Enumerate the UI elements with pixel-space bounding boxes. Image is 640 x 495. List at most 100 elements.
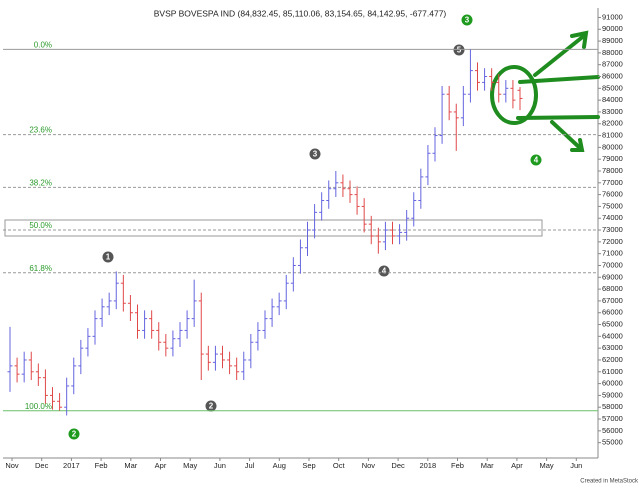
ohlc-bar	[496, 74, 502, 103]
ohlc-bar	[106, 292, 112, 316]
y-tick-label: 72000	[602, 237, 623, 246]
y-tick-label: 84000	[602, 95, 623, 104]
ohlc-bar	[50, 387, 55, 410]
badge-label: 4	[534, 156, 539, 165]
ohlc-bar	[135, 304, 140, 339]
badge: 5	[453, 44, 465, 56]
y-tick-label: 82000	[602, 119, 623, 128]
fib-label: 0.0%	[34, 40, 52, 49]
y-tick-label: 74000	[602, 213, 623, 222]
x-tick-label: Aug	[273, 461, 286, 470]
x-tick-label: Jun	[214, 461, 226, 470]
y-tick-label: 69000	[602, 272, 623, 281]
x-tick-label: Feb	[451, 461, 464, 470]
badge: 2	[68, 428, 80, 440]
ohlc-bar	[425, 145, 431, 186]
ohlc-bar	[7, 326, 13, 392]
ohlc-bar	[439, 85, 445, 144]
ohlc-bar	[99, 298, 105, 327]
y-tick-label: 76000	[602, 190, 623, 199]
ohlc-bar	[269, 298, 275, 327]
ohlc-bar	[21, 351, 27, 383]
ohlc-bar	[262, 310, 268, 339]
y-tick-label: 91000	[602, 12, 623, 21]
ohlc-bar	[42, 369, 48, 404]
y-tick-label: 83000	[602, 107, 623, 116]
x-tick-label: Mar	[124, 461, 137, 470]
ohlc-bar	[382, 221, 388, 251]
y-tick-label: 78000	[602, 166, 623, 175]
y-tick-label: 81000	[602, 131, 623, 140]
badge-label: 3	[313, 150, 318, 159]
ohlc-bar	[227, 351, 233, 375]
x-tick-label: Apr	[155, 461, 167, 470]
ohlc-bar	[184, 310, 190, 339]
y-tick-label: 56000	[602, 426, 623, 435]
ohlc-bar	[361, 198, 367, 233]
y-tick-label: 58000	[602, 402, 623, 411]
ohlc-bar	[177, 322, 183, 347]
ohlc-bar	[205, 345, 211, 371]
badge: 1	[102, 251, 114, 263]
x-tick-label: Nov	[362, 461, 376, 470]
y-tick-label: 61000	[602, 367, 623, 376]
ohlc-bar	[35, 363, 41, 386]
ohlc-bar	[489, 68, 495, 91]
badge: 4	[530, 154, 542, 166]
ohlc-bar	[113, 271, 119, 310]
ohlc-bar	[482, 68, 488, 91]
ohlc-bar	[503, 80, 509, 103]
y-tick-label: 66000	[602, 308, 623, 317]
ohlc-bar	[64, 377, 70, 416]
x-tick-label: Apr	[511, 461, 523, 470]
ohlc-bar	[142, 310, 148, 339]
badge: 4	[378, 265, 390, 277]
ohlc-bar	[170, 330, 176, 357]
arrow-head	[570, 30, 589, 49]
ohlc-bar	[333, 170, 339, 197]
ohlc-bar	[510, 80, 516, 109]
badge: 3	[461, 14, 473, 26]
ohlc-bar	[149, 310, 155, 339]
stroke	[516, 115, 600, 120]
y-tick-label: 71000	[602, 249, 623, 258]
ohlc-bar	[85, 328, 91, 357]
ohlc-bar	[127, 295, 133, 321]
ohlc-bar	[411, 192, 417, 227]
y-tick-label: 77000	[602, 178, 623, 187]
ohlc-bar	[120, 274, 126, 312]
ohlc-bar	[198, 292, 204, 381]
badge: 3	[309, 148, 321, 160]
arrow-head	[570, 138, 585, 152]
y-tick-label: 87000	[602, 60, 623, 69]
y-tick-label: 62000	[602, 355, 623, 364]
fib-label: 61.8%	[29, 264, 52, 273]
y-tick-label: 88000	[602, 48, 623, 57]
ohlc-bar	[397, 224, 403, 245]
ohlc-bar	[255, 322, 261, 351]
y-tick-label: 70000	[602, 260, 623, 269]
x-tick-label: 2018	[419, 461, 436, 470]
ohlc-bar	[354, 186, 360, 215]
ohlc-bar	[220, 345, 225, 369]
fib-label: 23.6%	[29, 126, 52, 135]
fib-label: 38.2%	[29, 179, 52, 188]
x-tick-label: Jun	[570, 461, 582, 470]
ohlc-bar	[347, 180, 353, 203]
ohlc-bar	[432, 127, 438, 162]
badge-label: 4	[382, 267, 387, 276]
footer: Created in MetaStock	[580, 479, 639, 485]
ohlc-bar	[191, 279, 197, 327]
ohlc-bar	[446, 85, 452, 121]
y-tick-label: 75000	[602, 201, 623, 210]
x-tick-label: Oct	[333, 461, 346, 470]
x-tick-label: Dec	[391, 461, 405, 470]
ohlc-bar	[453, 103, 459, 151]
y-tick-label: 65000	[602, 320, 623, 329]
y-tick-label: 90000	[602, 24, 623, 33]
ohlc-bar	[460, 85, 466, 127]
stroke	[518, 75, 600, 84]
y-tick-label: 55000	[602, 438, 623, 447]
ohlc-bar	[156, 322, 162, 351]
